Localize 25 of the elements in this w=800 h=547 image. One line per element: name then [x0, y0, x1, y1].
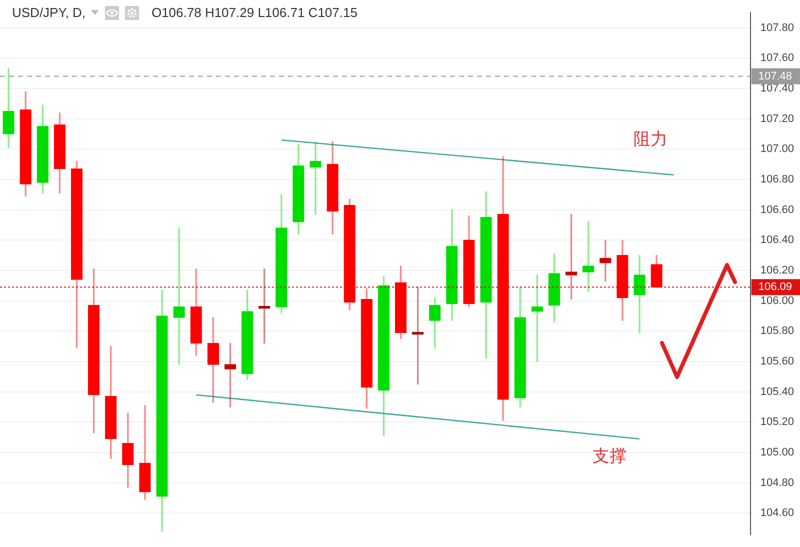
candlestick	[173, 228, 185, 365]
y-tick-label: 106.00	[760, 294, 794, 307]
y-tick-label: 107.40	[760, 82, 794, 94]
y-tick-label: 104.60	[760, 507, 794, 520]
candlestick	[310, 141, 322, 215]
y-tick-label: 105.60	[760, 356, 794, 368]
y-tick-label: 106.40	[760, 234, 794, 246]
chart-subtitle: O106.78 H107.29 L106.71 C107.15	[151, 5, 358, 20]
annotation: 支撑	[592, 446, 627, 466]
y-tick-label: 104.80	[760, 476, 794, 489]
y-tick-label: 107.60	[760, 52, 794, 64]
y-tick-label: 106.80	[760, 173, 794, 186]
y-tick-label: 105.00	[760, 446, 794, 459]
ref-line-label: 107.48	[758, 70, 792, 82]
annotation: 阻力	[634, 129, 668, 150]
y-tick-label: 105.20	[760, 416, 794, 428]
y-tick-label: 107.00	[760, 143, 794, 156]
y-tick-label: 107.80	[760, 22, 794, 34]
y-tick-label: 107.20	[760, 112, 794, 125]
ref-line-label: 106.09	[758, 281, 792, 294]
y-tick-label: 106.20	[760, 264, 794, 276]
y-tick-label: 105.80	[760, 325, 794, 338]
y-tick-label: 106.60	[760, 204, 794, 216]
chart-title: USD/JPY, D,	[12, 5, 86, 20]
y-tick-label: 105.40	[760, 386, 794, 398]
